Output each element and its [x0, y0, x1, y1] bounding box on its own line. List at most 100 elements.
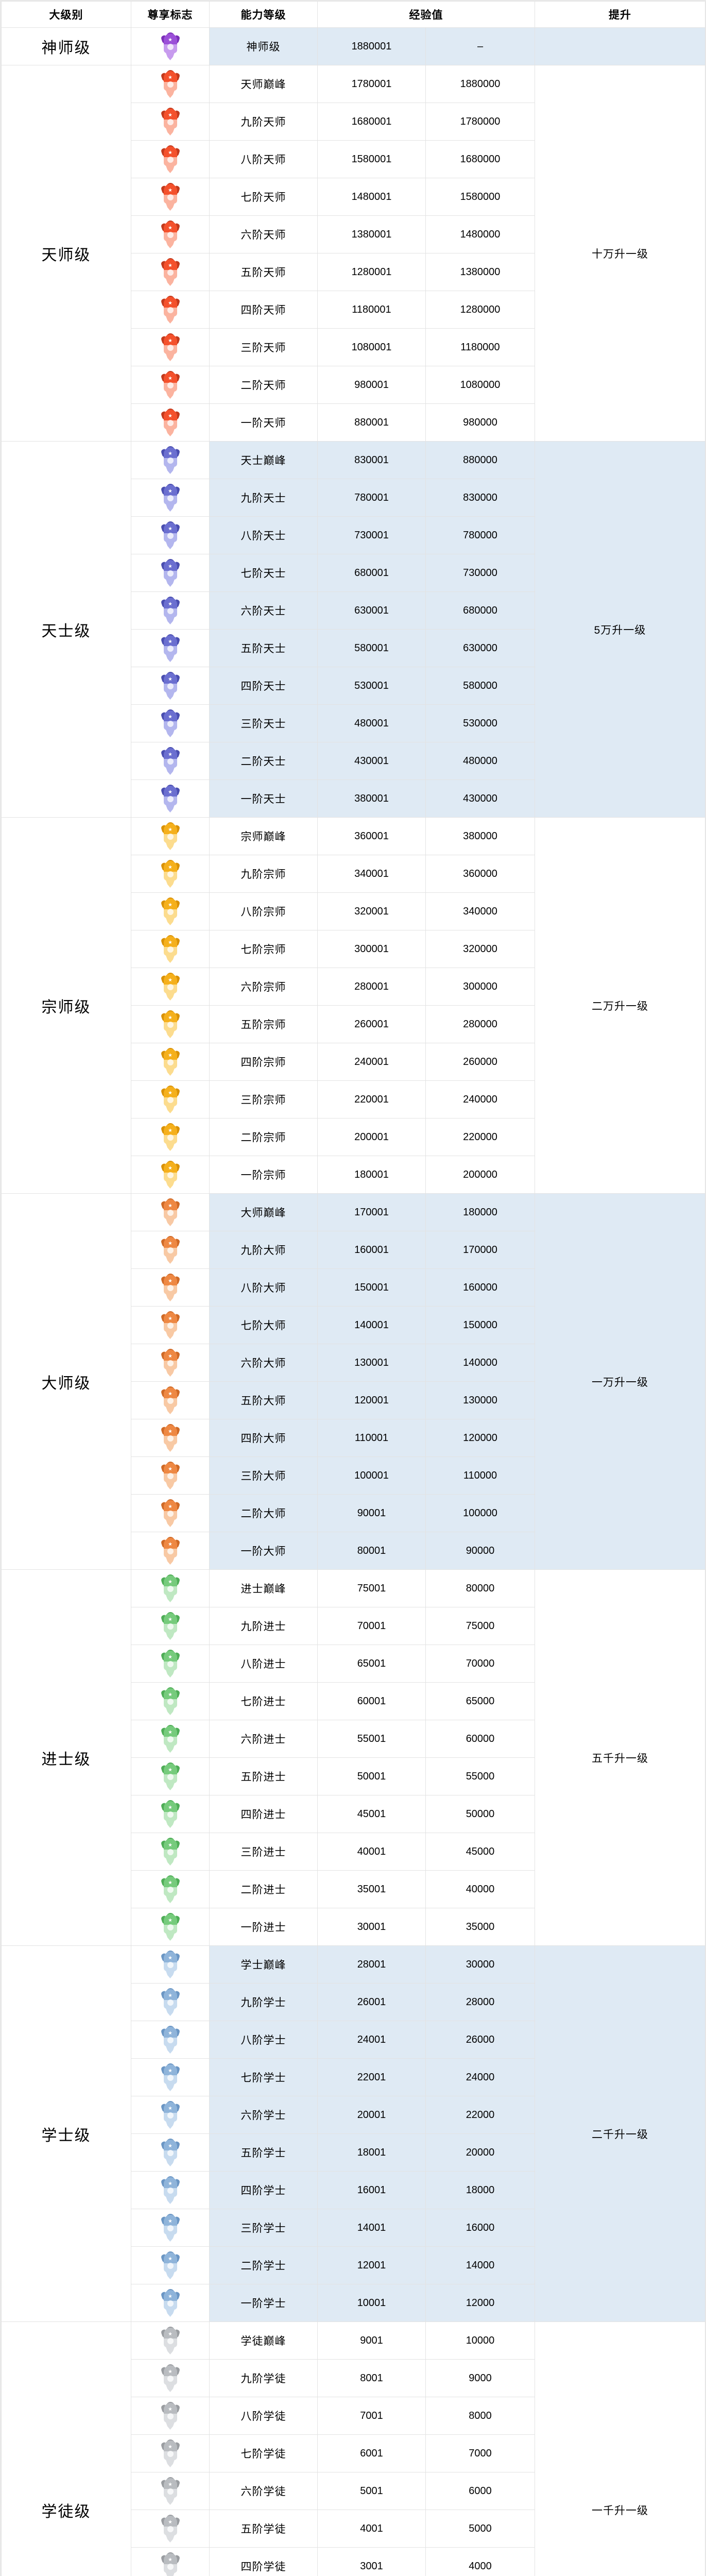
- rank-badge-cell: [131, 2171, 210, 2209]
- exp-min-cell: 120001: [317, 1381, 426, 1419]
- ability-level-cell: 学徒巅峰: [209, 2321, 318, 2360]
- exp-min-cell: 200001: [317, 1118, 426, 1156]
- ability-level-cell: 一阶大师: [209, 1532, 318, 1570]
- table-row: 一阶宗师 180001 200000: [2, 1156, 705, 1194]
- exp-min-cell: 1880001: [317, 27, 426, 65]
- ability-level-cell: 九阶学士: [209, 1983, 318, 2021]
- rank-badge-icon: [160, 2515, 180, 2543]
- upgrade-requirement-cell: 二千升一级: [535, 1945, 705, 2322]
- rank-badge-icon: [160, 70, 180, 98]
- rank-badge-cell: [131, 1456, 210, 1495]
- rank-badge-icon: [160, 1762, 180, 1790]
- exp-min-cell: 1780001: [317, 65, 426, 103]
- table-row: 二阶宗师 200001 220000: [2, 1118, 705, 1156]
- rank-badge-icon: [160, 296, 180, 324]
- rank-badge-cell: [131, 2472, 210, 2510]
- exp-min-cell: 55001: [317, 1720, 426, 1758]
- table-row: 六阶进士 55001 60000: [2, 1720, 705, 1758]
- major-grade-cell: 学士级: [1, 1945, 131, 2322]
- ability-level-cell: 四阶学士: [209, 2171, 318, 2209]
- rank-badge-icon: [160, 2139, 180, 2166]
- table-row: 五阶大师 120001 130000: [2, 1381, 705, 1419]
- table-row: 九阶进士 70001 75000: [2, 1607, 705, 1645]
- ability-level-cell: 四阶天士: [209, 667, 318, 705]
- rank-badge-cell: [131, 516, 210, 554]
- rank-badge-cell: [131, 2133, 210, 2172]
- table-row: 二阶进士 35001 40000: [2, 1870, 705, 1908]
- exp-max-cell: 22000: [425, 2096, 535, 2134]
- exp-max-cell: 360000: [425, 855, 535, 893]
- rank-badge-cell: [131, 2397, 210, 2435]
- rank-badge-icon: [160, 183, 180, 211]
- exp-max-cell: 260000: [425, 1043, 535, 1081]
- rank-badge-icon: [160, 1086, 180, 1113]
- rank-badge-icon: [160, 559, 180, 587]
- rank-badge-icon: [160, 1988, 180, 2016]
- ability-level-cell: 大师巅峰: [209, 1193, 318, 1231]
- exp-min-cell: 28001: [317, 1945, 426, 1984]
- exp-min-cell: 9001: [317, 2321, 426, 2360]
- rank-badge-icon: [160, 1311, 180, 1339]
- table-row: 六阶天士 630001 680000: [2, 591, 705, 630]
- exp-max-cell: 45000: [425, 1833, 535, 1871]
- rank-badge-icon: [160, 108, 180, 135]
- exp-min-cell: 5001: [317, 2472, 426, 2510]
- table-row: 八阶大师 150001 160000: [2, 1268, 705, 1307]
- exp-min-cell: 6001: [317, 2434, 426, 2472]
- exp-max-cell: 150000: [425, 1306, 535, 1344]
- exp-max-cell: 28000: [425, 1983, 535, 2021]
- ability-level-cell: 三阶天师: [209, 328, 318, 366]
- table-row: 天士级 天士巅峰 830001 880000 5万升一级: [1, 441, 705, 818]
- rank-badge-cell: [131, 2096, 210, 2134]
- exp-max-cell: 220000: [425, 1118, 535, 1156]
- exp-max-cell: 530000: [425, 704, 535, 742]
- ability-level-cell: 七阶天士: [209, 554, 318, 592]
- upgrade-requirement-cell: [535, 27, 705, 65]
- table-row: 学士级 学士巅峰 28001 30000 二千升一级: [1, 1945, 705, 2322]
- exp-min-cell: 680001: [317, 554, 426, 592]
- exp-max-cell: 1880000: [425, 65, 535, 103]
- rank-badge-icon: [160, 32, 180, 60]
- table-row: 四阶天师 1180001 1280000: [2, 291, 705, 329]
- ability-level-cell: 七阶进士: [209, 1682, 318, 1720]
- exp-max-cell: 9000: [425, 2359, 535, 2397]
- ability-level-cell: 宗师巅峰: [209, 817, 318, 855]
- rank-badge-icon: [160, 1010, 180, 1038]
- rank-badge-icon: [160, 709, 180, 737]
- table-header: 大级别 尊享标志 能力等级 经验值 提升: [1, 1, 705, 28]
- rank-badge-cell: [131, 629, 210, 667]
- exp-min-cell: 780001: [317, 479, 426, 517]
- rank-badge-cell: [131, 1005, 210, 1043]
- table-row: 三阶学士 14001 16000: [2, 2209, 705, 2247]
- rank-badge-cell: [131, 554, 210, 592]
- ability-level-cell: 学士巅峰: [209, 1945, 318, 1984]
- rank-badge-icon: [160, 1951, 180, 1978]
- table-row: 四阶宗师 240001 260000: [2, 1043, 705, 1081]
- exp-max-cell: 12000: [425, 2284, 535, 2322]
- exp-min-cell: 160001: [317, 1231, 426, 1269]
- exp-min-cell: 40001: [317, 1833, 426, 1871]
- exp-min-cell: 45001: [317, 1795, 426, 1833]
- exp-max-cell: 75000: [425, 1607, 535, 1645]
- table-row: 天师级 天师巅峰 1780001 1880000 十万升一级: [1, 65, 705, 442]
- rank-badge-cell: [131, 27, 210, 65]
- ability-level-cell: 七阶天师: [209, 178, 318, 216]
- rank-badge-cell: [131, 215, 210, 253]
- ability-level-cell: 四阶宗师: [209, 1043, 318, 1081]
- table-body: 神师级 神师级 1880001– 天师级 天师巅峰 1780001 1880000 十万升一级…: [1, 27, 705, 2576]
- exp-max-cell: 1380000: [425, 253, 535, 291]
- ability-level-cell: 六阶进士: [209, 1720, 318, 1758]
- ability-level-cell: 一阶天士: [209, 779, 318, 818]
- table-row: 六阶学徒 5001 6000: [2, 2472, 705, 2510]
- rank-badge-cell: [131, 704, 210, 742]
- ability-level-cell: 二阶天师: [209, 366, 318, 404]
- exp-min-cell: 80001: [317, 1532, 426, 1570]
- upgrade-requirement-cell: 一万升一级: [535, 1193, 705, 1570]
- exp-min-cell: 1580001: [317, 140, 426, 178]
- rank-badge-cell: [131, 1268, 210, 1307]
- rank-badge-icon: [160, 2063, 180, 2091]
- exp-min-cell: 14001: [317, 2209, 426, 2247]
- header-major-grade: 大级别: [1, 1, 131, 28]
- rank-badge-icon: [160, 2439, 180, 2467]
- ability-level-cell: 二阶天士: [209, 742, 318, 780]
